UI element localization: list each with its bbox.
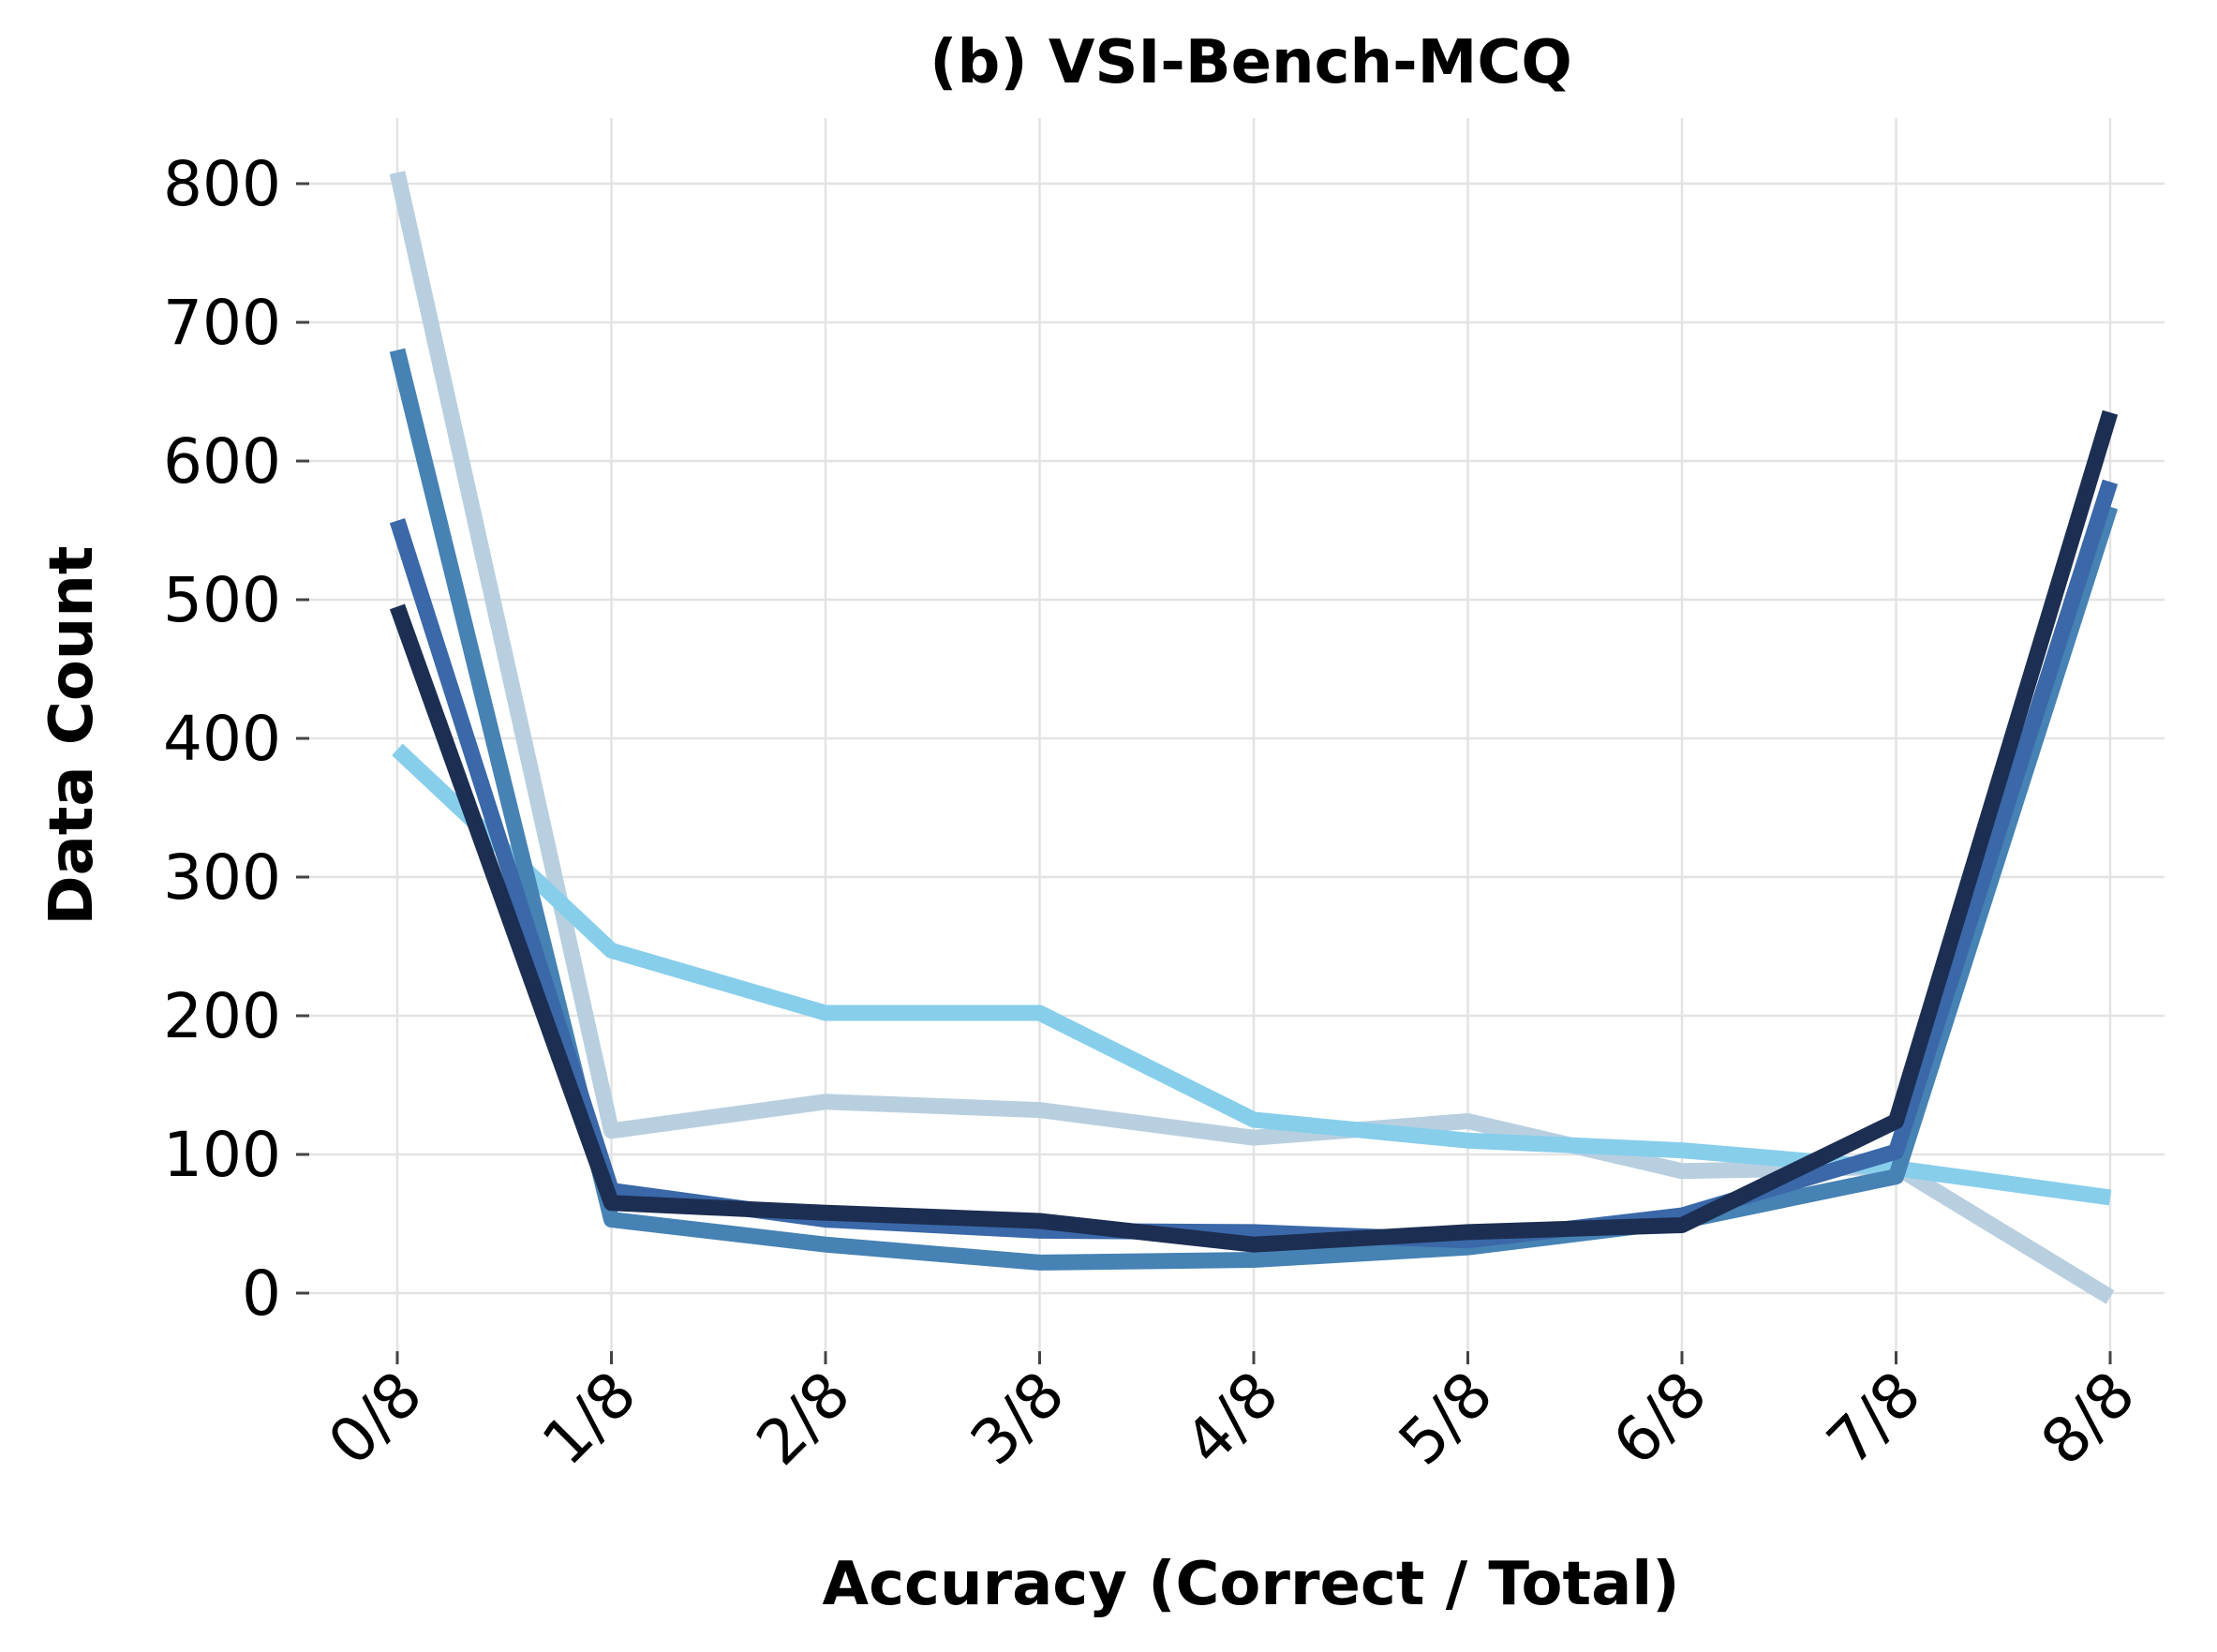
- x-tick-label: 5/8: [1385, 1358, 1507, 1480]
- series-line-5: [390, 409, 2119, 1253]
- y-tick-label: 0: [242, 1258, 281, 1330]
- y-axis-label: Data Count: [37, 545, 107, 925]
- x-tick-label: 7/8: [1813, 1358, 1935, 1480]
- x-tick-label: 1/8: [528, 1358, 650, 1480]
- x-tick-label: 3/8: [957, 1358, 1079, 1480]
- y-tick-label: 200: [163, 980, 281, 1052]
- y-tick-label: 600: [163, 425, 281, 498]
- x-tick-label: 6/8: [1600, 1358, 1721, 1480]
- y-tick-label: 400: [163, 703, 281, 775]
- y-tick-label: 100: [163, 1119, 281, 1191]
- x-axis-label: Accuracy (Correct / Total): [823, 1550, 1680, 1619]
- x-axis: 0/8 1/8 2/8 3/8 4/8 5/8 6/8 7/8 8/8: [315, 1351, 2150, 1480]
- y-tick-label: 300: [163, 841, 281, 914]
- x-tick-label: 0/8: [315, 1358, 437, 1480]
- x-tick-label: 4/8: [1171, 1358, 1293, 1480]
- y-tick-label: 800: [163, 148, 281, 220]
- x-tick-label: 2/8: [743, 1358, 865, 1480]
- x-tick-label: 8/8: [2028, 1358, 2150, 1480]
- series-lines: [389, 171, 2119, 1304]
- y-tick-label: 700: [163, 287, 281, 359]
- y-tick-label: 500: [163, 564, 281, 636]
- y-axis: 0 100 200 300 400 500 600 700 800: [163, 148, 309, 1330]
- series-line-3: [389, 348, 2119, 1271]
- chart-title: (b) VSI-Bench-MCQ: [930, 28, 1571, 97]
